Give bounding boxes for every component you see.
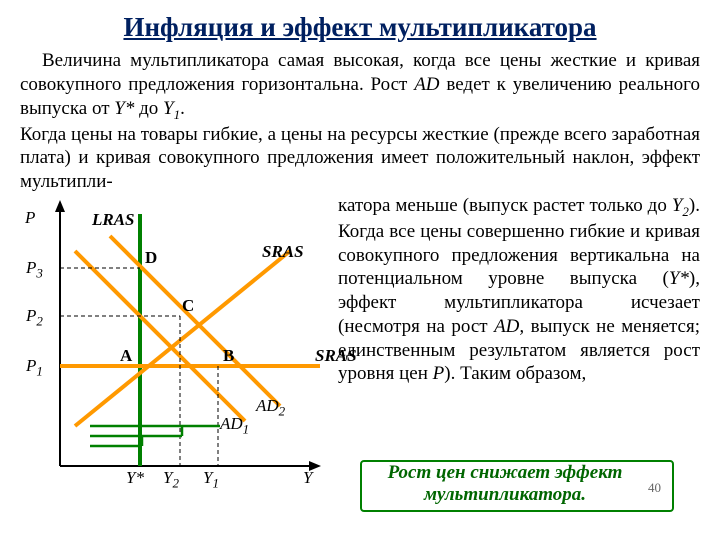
w-i1: Y [672, 195, 683, 216]
w-i2: Y* [669, 268, 689, 289]
paragraph-1: Величина мультипликатора самая высокая, … [20, 49, 700, 123]
point-d: D [145, 248, 157, 268]
page-number: 40 [648, 480, 661, 496]
p1-d: . [180, 98, 185, 119]
ad1-label: AD1 [220, 414, 249, 437]
chart-svg [20, 196, 330, 496]
conclusion-text: Рост цен снижает эффект мультипликатора. [370, 462, 640, 506]
paragraph-2: Когда цены на товары гибкие, а цены на р… [20, 123, 700, 194]
p1-i2: Y* [114, 98, 134, 119]
sras2-label: SRAS [315, 346, 357, 366]
axis-p-label: P [25, 208, 35, 228]
point-b: B [223, 346, 234, 366]
y1-label: Y1 [203, 468, 219, 491]
conclusion-line2: мультипликатора. [424, 484, 586, 505]
p1-c: до [134, 98, 163, 119]
p1-label: P1 [26, 356, 43, 379]
w-i4: P [433, 363, 445, 384]
w-i3: AD, [494, 316, 524, 337]
p1-i3: Y [163, 98, 174, 119]
w-e: ). Таким образом, [444, 363, 586, 384]
y2-label: Y2 [163, 468, 179, 491]
ad2-label: AD2 [256, 396, 285, 419]
lras-label: LRAS [92, 210, 135, 230]
chart-container: P LRAS SRAS SRAS D C B A P3 P2 P1 AD2 AD… [20, 196, 330, 496]
page-title: Инфляция и эффект мультипликатора [20, 12, 700, 43]
p1-i1: AD [414, 74, 439, 95]
sras-label: SRAS [262, 242, 304, 262]
w-a: катора меньше (выпуск растет только до [338, 195, 672, 216]
y-label: Y [303, 468, 312, 488]
point-a: A [120, 346, 132, 366]
p2-label: P2 [26, 306, 43, 329]
conclusion-line1: Рост цен снижает эффект [388, 462, 623, 483]
p2-a: Когда цены на товары гибкие, а цены на р… [20, 124, 700, 193]
p3-label: P3 [26, 258, 43, 281]
ystar-label: Y* [126, 468, 144, 488]
point-c: C [182, 296, 194, 316]
